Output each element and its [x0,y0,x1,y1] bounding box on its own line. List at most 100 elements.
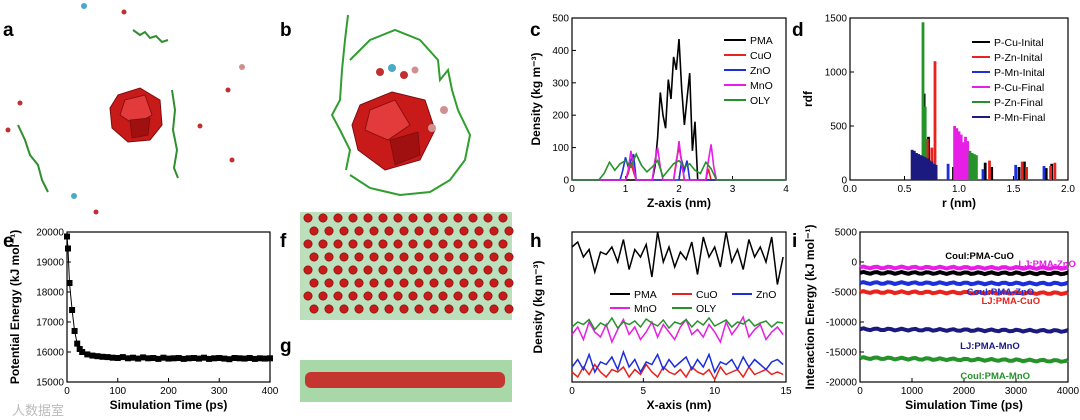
rdf-bar-p-mn-final [928,160,931,180]
energy-point [114,355,121,361]
legend-label-cuo: CuO [696,289,718,301]
nanoparticle [318,239,328,249]
legend-label-mno: MnO [634,303,657,315]
nanoparticle [438,239,448,249]
energy-point [216,355,223,361]
nanoparticle [414,304,424,314]
nanoparticle [378,265,388,275]
energy-point [69,307,76,313]
nanoparticle [414,278,424,288]
nanoparticle [453,291,463,301]
energy-point [221,355,228,362]
nanoparticle [309,226,319,236]
x-axis-label: Simulation Time (ps) [905,398,1023,412]
energy-point [175,355,182,361]
rdf-bar-p-zn-inital [1049,166,1052,180]
series-line-oly [572,152,786,181]
nanoparticle [399,304,409,314]
x-tick-label: 5 [641,386,647,397]
nanoparticle [429,252,439,262]
molecule-snapshot-a [5,3,245,215]
nanoparticle [339,226,349,236]
nanoparticle [459,304,469,314]
x-tick-label: 2.0 [1061,184,1075,195]
nanoparticle [324,304,334,314]
nanoparticle [324,226,334,236]
y-tick-label: 300 [552,78,569,89]
y-tick-label: 100 [552,143,569,154]
nanoparticle [438,291,448,301]
x-tick-label: 0.0 [843,184,857,195]
rdf-bar-p-zn-final [923,106,927,180]
nanoparticle [339,252,349,262]
nanoparticle [363,291,373,301]
nanoparticle [339,278,349,288]
y-tick-label: 500 [552,14,569,25]
annotation-lj-pma-mno: LJ:PMA-MnO [960,341,1020,352]
y-tick-label: 500 [830,122,847,133]
nanoparticle [369,252,379,262]
nanoparticle [333,265,343,275]
energy-point [65,245,71,252]
y-tick-label: 200 [552,111,569,122]
nanoparticle [423,291,433,301]
rdf-bar-p-cu-inital [1023,161,1026,180]
nanoparticle [504,226,514,236]
rdf-bar-p-mn-final [930,161,934,180]
nanoparticle [489,226,499,236]
rdf-bar-p-zn-inital [1025,167,1028,180]
nanoparticle [444,226,454,236]
rdf-bar-p-cu-inital [983,162,987,180]
x-axis-label: X-axis (nm) [647,398,712,412]
nanoparticle [348,265,358,275]
energy-point [99,353,106,360]
x-tick-label: 1000 [901,386,924,397]
y-tick-label: 0 [851,258,857,269]
nanoparticle [378,213,388,223]
x-tick-label: 1 [623,184,629,195]
nanoparticle [309,278,319,288]
nanoparticle [393,213,403,223]
energy-point [130,354,136,361]
x-tick-label: 100 [109,386,126,397]
nanoparticle [348,291,358,301]
nanoparticle [303,239,313,249]
slab-snapshot-f [300,212,514,320]
nanoparticle [459,278,469,288]
x-tick-label: 0.5 [898,184,912,195]
nanoparticle [468,213,478,223]
nanoparticle [453,239,463,249]
annotation-lj-pma-cuo: LJ:PMA-CuO [982,296,1041,307]
nanoparticle [393,239,403,249]
rdf-bar-p-mn-final [919,155,923,180]
y-axis-label: Potential Energy (kJ mol⁻¹) [8,230,22,384]
nanoparticle [483,213,493,223]
chart-i: 0 1000 2000 3000 4000 -20000 -15000 -10000 -5000… [803,224,1080,412]
x-tick-label: 2000 [953,386,976,397]
nanoparticle [399,226,409,236]
nanoparticle [474,278,484,288]
chart-d: 0.0 0.5 1.0 1.5 2.0 0 500 1000 1500 r (nm) rdf P-Cu… [801,14,1075,211]
legend-label-p-cu-final: P-Cu-Final [994,82,1044,94]
energy-point [226,356,233,363]
nanoparticle [483,239,493,249]
legend-label-oly: OLY [696,303,716,315]
nanoparticle [489,304,499,314]
nanoparticle [444,252,454,262]
y-axis-label: Density (kg m⁻³) [529,52,543,145]
nanoparticle [489,252,499,262]
y-tick-label: 20000 [36,228,64,239]
rdf-bar-p-mn-inital [981,169,985,180]
energy-point [79,349,86,355]
rdf-bar-p-cu-final [964,136,967,180]
nanoparticle [318,265,328,275]
legend-label-oly: OLY [750,95,770,107]
nanoparticle [444,304,454,314]
x-axis-label: Z-axis (nm) [647,196,711,210]
plot-frame [571,231,787,383]
nanoparticle [384,252,394,262]
rdf-bar-p-zn-final [968,150,972,180]
x-tick-label: 3000 [1005,386,1028,397]
rdf-bar-p-mn-final [934,164,938,180]
energy-point [185,355,192,362]
